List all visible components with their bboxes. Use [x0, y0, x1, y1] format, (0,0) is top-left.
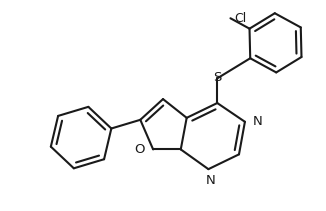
Text: O: O: [135, 143, 145, 156]
Text: N: N: [205, 174, 215, 187]
Text: N: N: [253, 115, 262, 128]
Text: S: S: [213, 71, 221, 84]
Text: Cl: Cl: [234, 12, 247, 25]
